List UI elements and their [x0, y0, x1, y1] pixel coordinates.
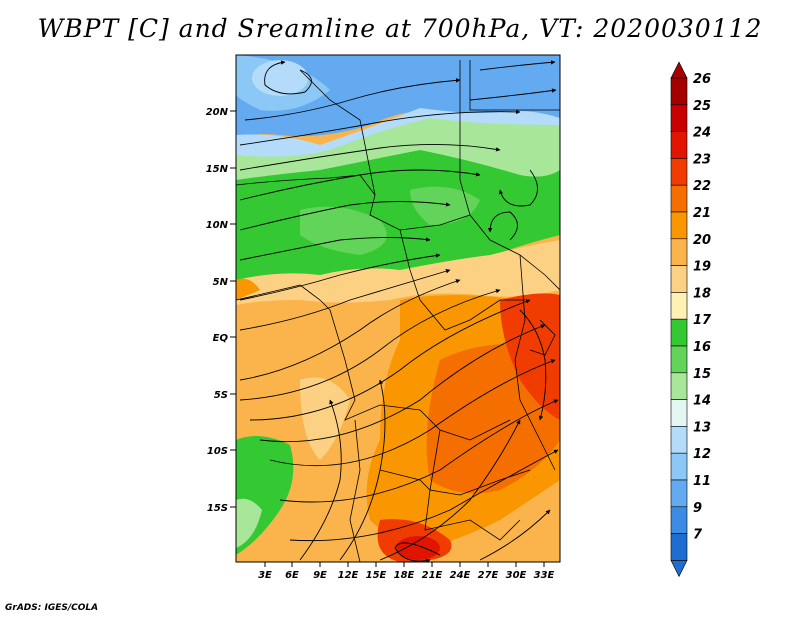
lat-label: 10S	[207, 446, 228, 457]
colorbar-segment	[670, 131, 688, 159]
colorbar-label: 26	[693, 72, 711, 87]
lat-label: EQ	[213, 333, 229, 344]
colorbar-label: 23	[693, 152, 711, 167]
map-frame	[235, 54, 561, 563]
lon-label: 6E	[285, 570, 299, 581]
colorbar-label: 12	[693, 447, 711, 462]
colorbar-segment	[670, 479, 688, 508]
lon-label: 3E	[258, 570, 272, 581]
lat-label: 5N	[213, 277, 229, 288]
colorbar-label: 16	[693, 340, 711, 355]
colorbar-label: 14	[693, 394, 711, 409]
colorbar-segment	[670, 211, 688, 240]
colorbar-segment	[670, 184, 688, 213]
longitude-axis: 3E 6E 9E 12E 15E 18E 21E 24E 27E 30E 33E	[258, 562, 555, 581]
colorbar-segment	[670, 292, 688, 320]
grads-credit: GrADS: IGES/COLA	[5, 603, 99, 613]
lon-label: 9E	[313, 570, 327, 581]
colorbar-label: 7	[693, 528, 703, 543]
colorbar-segment	[670, 265, 688, 293]
streamlines	[239, 60, 559, 562]
colorbar-segment	[670, 104, 688, 132]
latitude-axis: 20N 15N 10N 5N EQ 5S 10S 15S	[206, 107, 236, 514]
colorbar-label: 11	[693, 474, 711, 489]
colorbar-label: 15	[693, 367, 711, 382]
colorbar-segment	[670, 372, 688, 400]
colorbar-label: 18	[693, 286, 711, 301]
wbpt-field	[236, 55, 560, 562]
lon-label: 21E	[422, 570, 443, 581]
colorbar-label: 21	[693, 206, 711, 221]
lon-label: 24E	[450, 570, 471, 581]
lon-label: 30E	[506, 570, 527, 581]
lat-label: 10N	[206, 220, 229, 231]
colorbar-tip-bottom	[670, 560, 688, 578]
colorbar-segment	[670, 158, 688, 186]
colorbar-label: 25	[693, 99, 711, 114]
colorbar-segment	[670, 345, 688, 374]
lon-label: 18E	[394, 570, 415, 581]
colorbar-label: 22	[693, 179, 711, 194]
lat-label: 15S	[207, 503, 228, 514]
colorbar-segment	[670, 426, 688, 454]
colorbar-label: 9	[693, 501, 702, 516]
lon-label: 27E	[478, 570, 499, 581]
lon-label: 15E	[366, 570, 387, 581]
colorbar-tip-top	[670, 61, 688, 79]
colorbar-segment	[670, 238, 688, 266]
colorbar-segment	[670, 399, 688, 427]
lat-label: 20N	[206, 107, 229, 118]
lon-label: 33E	[534, 570, 555, 581]
colorbar-segment	[670, 452, 688, 481]
colorbar-segment	[670, 506, 688, 534]
colorbar-segment	[670, 77, 688, 106]
colorbar: 26 25 24 23 22 21 20 19 18 17 16 15 14 13 12 11 9 7	[670, 61, 712, 578]
colorbar-segment	[670, 533, 688, 561]
lon-label: 12E	[338, 570, 359, 581]
colorbar-label: 17	[693, 313, 712, 328]
colorbar-label: 19	[693, 260, 711, 275]
colorbar-segment	[670, 318, 688, 347]
colorbar-label: 24	[693, 126, 711, 141]
colorbar-label: 20	[693, 233, 711, 248]
country-borders	[236, 60, 560, 562]
lat-label: 5S	[214, 390, 228, 401]
chart-title: WBPT [C] and Sreamline at 700hPa, VT: 20…	[37, 14, 763, 43]
lat-label: 15N	[206, 164, 229, 175]
colorbar-label: 13	[693, 420, 711, 435]
